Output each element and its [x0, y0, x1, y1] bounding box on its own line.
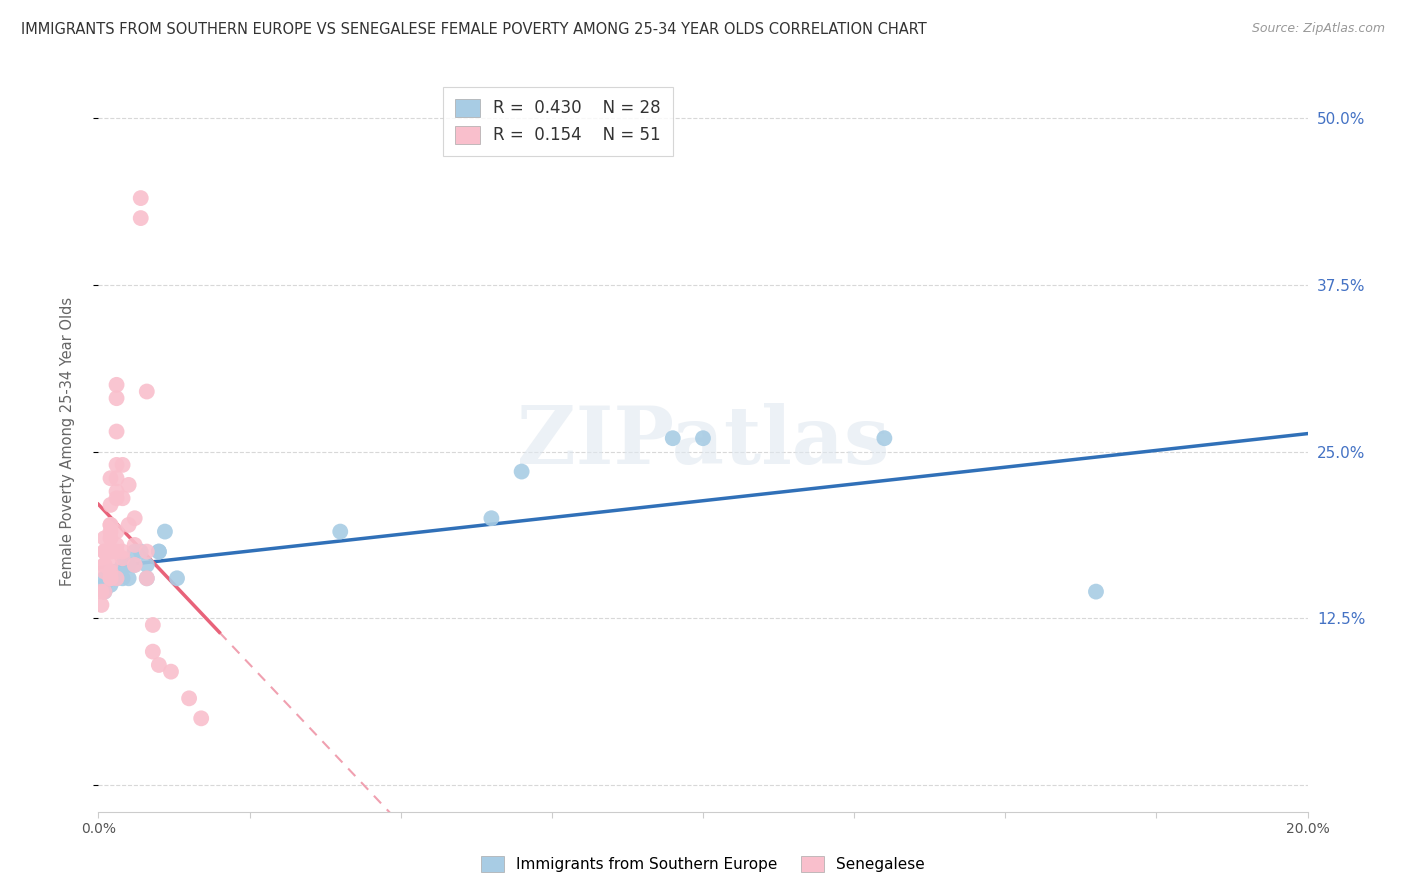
Point [100, 517, 122, 532]
Point [105, 391, 128, 405]
Point [100, 565, 122, 579]
Point [148, 544, 170, 558]
Point [135, 544, 157, 558]
Point [93, 571, 115, 585]
Point [692, 431, 714, 445]
Point [90, 584, 112, 599]
Point [100, 571, 122, 585]
Point [1085, 584, 1108, 599]
Point [105, 524, 128, 539]
Point [105, 458, 128, 472]
Point [105, 565, 128, 579]
Text: ZIPatlas: ZIPatlas [517, 402, 889, 481]
Point [100, 571, 122, 585]
Point [105, 484, 128, 499]
Point [118, 558, 141, 572]
Point [105, 425, 128, 439]
Point [129, 191, 152, 205]
Point [100, 531, 122, 545]
Legend: R =  0.430    N = 28, R =  0.154    N = 51: R = 0.430 N = 28, R = 0.154 N = 51 [443, 87, 672, 156]
Text: IMMIGRANTS FROM SOUTHERN EUROPE VS SENEGALESE FEMALE POVERTY AMONG 25-34 YEAR OL: IMMIGRANTS FROM SOUTHERN EUROPE VS SENEG… [21, 22, 927, 37]
Point [100, 558, 122, 572]
Point [111, 458, 134, 472]
Point [153, 524, 176, 539]
Point [873, 431, 896, 445]
Point [93, 531, 115, 545]
Point [100, 471, 122, 485]
Point [93, 544, 115, 558]
Point [135, 571, 157, 585]
Point [111, 491, 134, 506]
Point [179, 691, 201, 706]
Point [100, 544, 122, 558]
Point [105, 571, 128, 585]
Point [93, 558, 115, 572]
Point [105, 544, 128, 558]
Point [510, 465, 533, 479]
Point [111, 558, 134, 572]
Point [105, 491, 128, 506]
Text: Source: ZipAtlas.com: Source: ZipAtlas.com [1251, 22, 1385, 36]
Point [135, 558, 157, 572]
Point [100, 571, 122, 585]
Point [100, 517, 122, 532]
Point [124, 511, 146, 525]
Point [190, 711, 212, 725]
Point [661, 431, 683, 445]
Point [124, 558, 146, 572]
Point [118, 478, 141, 492]
Point [135, 384, 157, 399]
Point [124, 558, 146, 572]
Point [124, 544, 146, 558]
Point [93, 565, 115, 579]
Point [135, 571, 157, 585]
Point [93, 584, 115, 599]
Point [111, 551, 134, 566]
Point [111, 544, 134, 558]
Point [124, 538, 146, 552]
Point [90, 598, 112, 612]
Point [105, 538, 128, 552]
Point [148, 657, 170, 672]
Point [100, 524, 122, 539]
Point [93, 584, 115, 599]
Point [105, 571, 128, 585]
Y-axis label: Female Poverty Among 25-34 Year Olds: Female Poverty Among 25-34 Year Olds [60, 297, 75, 586]
Point [111, 571, 134, 585]
Point [148, 544, 170, 558]
Point [100, 565, 122, 579]
Point [129, 544, 152, 558]
Point [481, 511, 503, 525]
Point [93, 544, 115, 558]
Point [118, 571, 141, 585]
Point [100, 498, 122, 512]
Point [166, 571, 188, 585]
Point [93, 558, 115, 572]
Point [93, 578, 115, 592]
Point [105, 471, 128, 485]
Point [118, 517, 141, 532]
Point [142, 645, 165, 659]
Point [129, 211, 152, 226]
Point [100, 578, 122, 592]
Point [160, 665, 183, 679]
Point [329, 524, 352, 539]
Point [142, 618, 165, 632]
Point [105, 377, 128, 392]
Legend: Immigrants from Southern Europe, Senegalese: Immigrants from Southern Europe, Senegal… [474, 848, 932, 880]
